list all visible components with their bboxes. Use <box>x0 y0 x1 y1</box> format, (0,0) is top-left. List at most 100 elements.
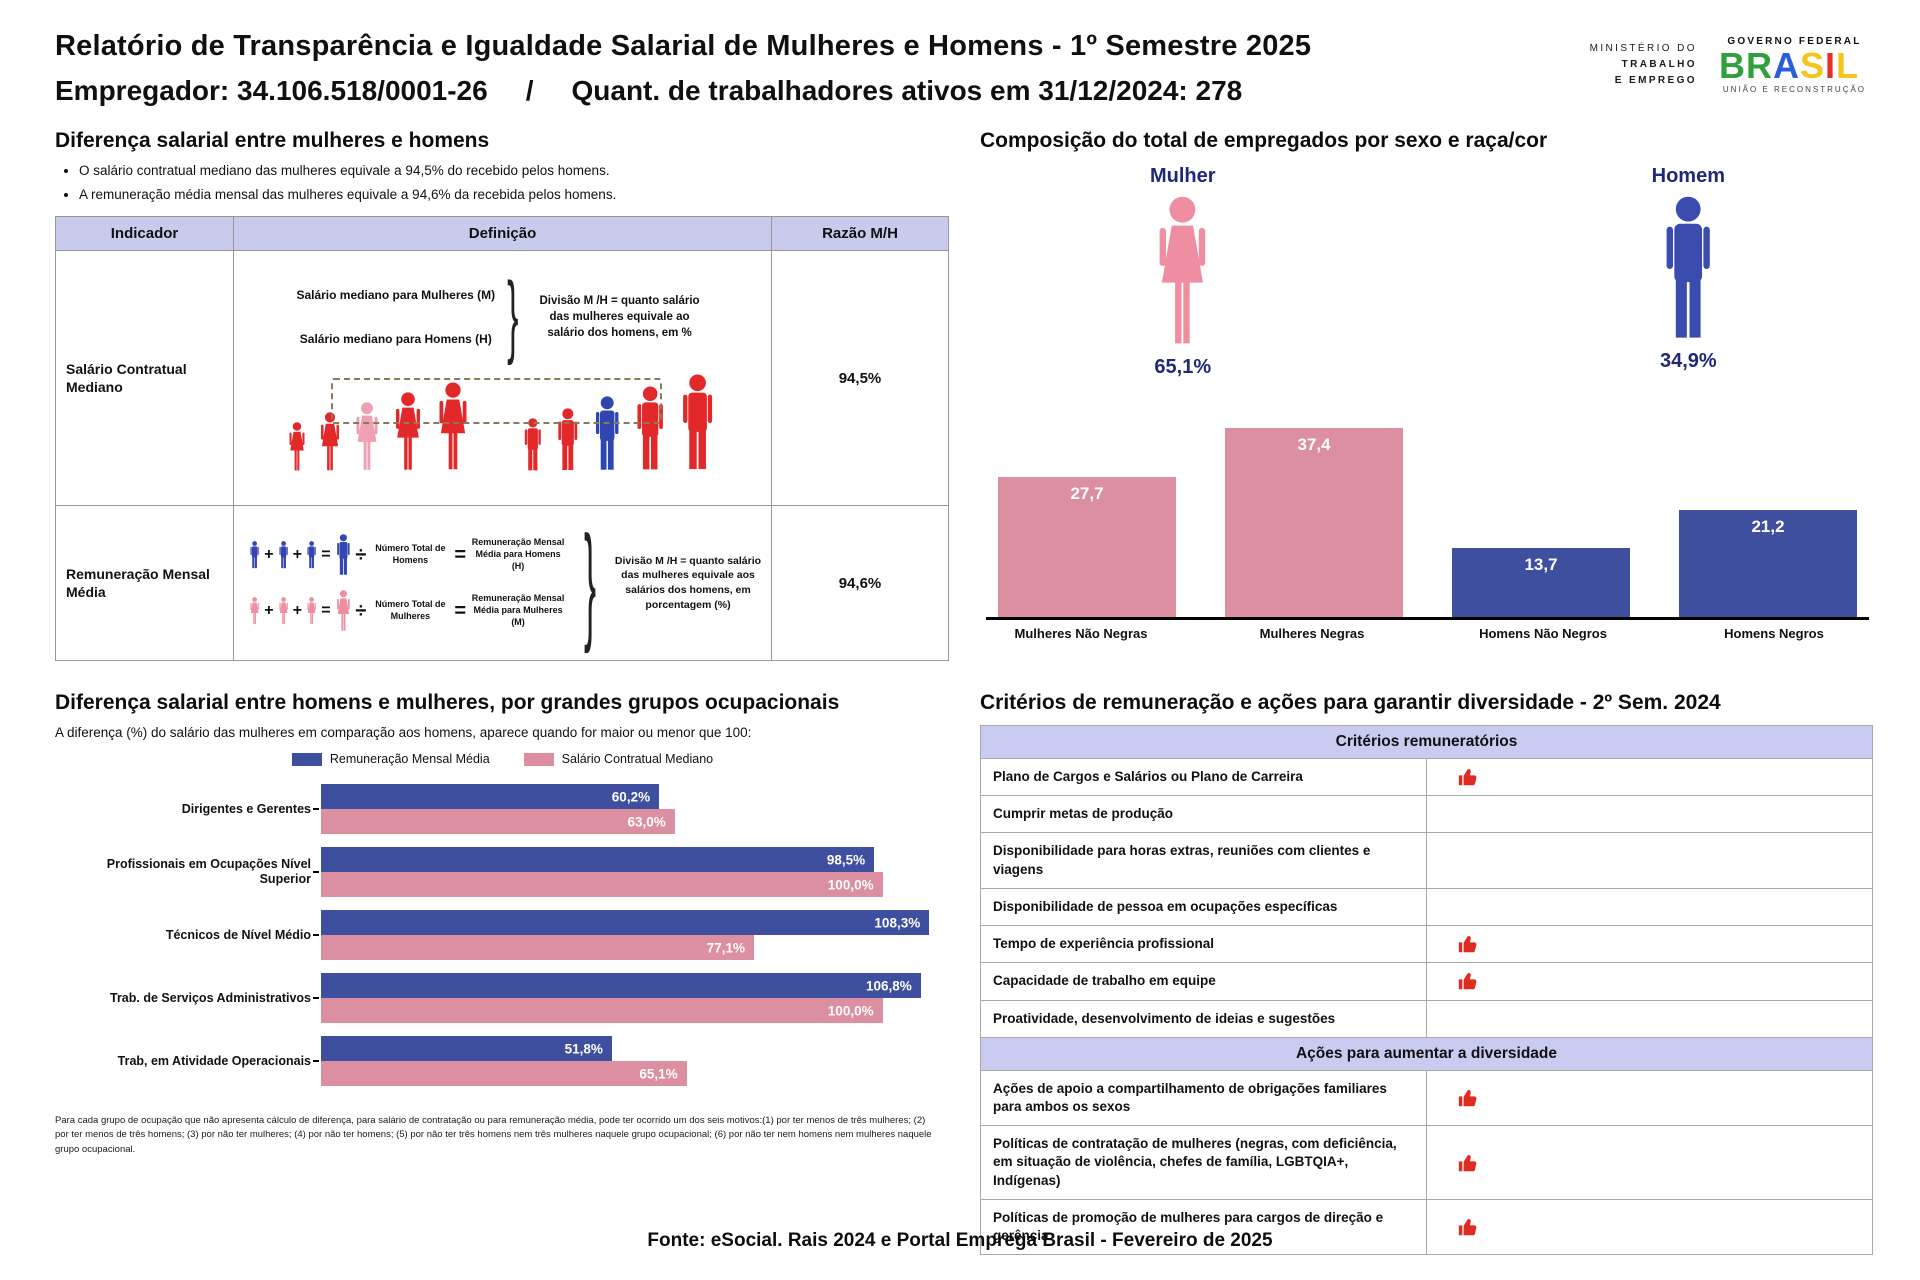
male-share-figure: Homem 34,9% <box>1652 165 1725 379</box>
criteria-label: Políticas de contratação de mulheres (ne… <box>980 1125 1427 1200</box>
bar-mensal: 108,3% <box>321 910 930 935</box>
occupation-label: Trab. de Serviços Administrativos <box>110 990 311 1005</box>
category-label: Homens Negros <box>1724 626 1824 641</box>
table-row-median: Salário Contratual Mediano Salário media… <box>55 250 949 506</box>
median-women-label: Salário mediano para Mulheres (M) <box>296 287 496 302</box>
male-icon <box>1666 196 1710 338</box>
criteria-flag-cell <box>1426 757 1873 797</box>
axis-tick <box>313 997 319 999</box>
bar-mulheres-negras: 37,4 <box>1225 428 1403 617</box>
criteria-row: Disponibilidade para horas extras, reuni… <box>980 832 1873 889</box>
ministry-line-2: TRABALHO <box>1621 58 1697 70</box>
report-source: Fonte: eSocial. Rais 2024 e Portal Empre… <box>647 1230 1273 1251</box>
salary-gap-section: Diferença salarial entre mulheres e home… <box>55 123 950 671</box>
male-percentage: 34,9% <box>1659 350 1717 372</box>
definition-mean-cell: + + = ÷ Número Total de Homens = Re <box>233 505 772 661</box>
criteria-row: Disponibilidade de pessoa em ocupações e… <box>980 887 1873 927</box>
axis-tick <box>313 808 319 810</box>
ratio-median-value: 94,5% <box>771 250 949 506</box>
occupation-group: Técnicos de Nível Médio 108,3% 77,1% <box>55 910 950 960</box>
bar-mediano: 100,0% <box>321 872 883 897</box>
report-body: Diferença salarial entre mulheres e home… <box>0 107 1920 1256</box>
legend-label: Salário Contratual Mediano <box>561 752 714 766</box>
axis-tick <box>313 934 319 936</box>
occupation-label: Técnicos de Nível Médio <box>165 927 311 942</box>
bar-value-label: 13,7 <box>1524 554 1558 574</box>
bar-homens-negros: 21,2 <box>1679 510 1857 617</box>
female-icon <box>289 422 305 471</box>
men-average-label: Remuneração Mensal Média para Homens (H) <box>471 537 565 571</box>
composition-section: Composição do total de empregados por se… <box>980 123 1875 671</box>
criteria-section: Critérios de remuneração e ações para ga… <box>980 671 1875 1256</box>
bar-value-label: 51,8% <box>564 1041 603 1056</box>
criteria-label: Disponibilidade de pessoa em ocupações e… <box>980 887 1427 927</box>
criteria-label: Plano de Cargos e Salários ou Plano de C… <box>980 757 1427 797</box>
male-label: Homem <box>1651 165 1725 187</box>
criteria-remuneration-header: Critérios remuneratórios <box>980 725 1873 759</box>
thumbs-up-icon <box>1458 1089 1477 1107</box>
page-title: Relatório de Transparência e Igualdade S… <box>55 30 1312 62</box>
criteria-flag-cell <box>1426 1069 1873 1127</box>
criteria-flag-cell <box>1426 962 1873 1001</box>
occupations-section: Diferença salarial entre homens e mulher… <box>55 671 950 1255</box>
criteria-row: Políticas de promoção de mulheres para c… <box>980 1198 1873 1256</box>
col-header-indicator: Indicador <box>55 216 234 251</box>
occupation-label: Dirigentes e Gerentes <box>181 801 311 816</box>
bar-homens-nao-negros: 13,7 <box>1452 547 1630 617</box>
bar-value-label: 98,5% <box>826 852 866 867</box>
bar-value-label: 106,8% <box>865 978 912 993</box>
col-header-definition: Definição <box>233 216 772 251</box>
female-percentage: 65,1% <box>1154 356 1212 378</box>
criteria-label: Ações de apoio a compartilhamento de obr… <box>980 1069 1427 1127</box>
gov-bottom-label: UNIÃO E RECONSTRUÇÃO <box>1722 84 1867 94</box>
male-icon <box>250 541 259 569</box>
thumbs-up-icon <box>1458 769 1477 786</box>
bar-mediano: 63,0% <box>321 809 675 834</box>
occupations-footnote: Para cada grupo de ocupação que não apre… <box>55 1115 932 1155</box>
men-average-equation: + + = ÷ Número Total de Homens = Re <box>249 534 566 576</box>
indicator-mean-label: Remuneração Mensal Média <box>55 505 234 661</box>
bar-mensal: 51,8% <box>321 1036 612 1061</box>
legend-swatch-pink <box>523 752 554 766</box>
category-label: Mulheres Não Negras <box>1014 626 1148 641</box>
bar-value-label: 108,3% <box>874 915 921 930</box>
criteria-row: Plano de Cargos e Salários ou Plano de C… <box>980 757 1873 797</box>
bar-value-label: 65,1% <box>639 1066 678 1081</box>
bar-value-label: 37,4 <box>1297 435 1331 455</box>
composition-heading: Composição do total de empregados por se… <box>980 129 1548 152</box>
women-total-label: Número Total de Mulheres <box>375 599 446 621</box>
bar-value-label: 60,2% <box>611 789 651 804</box>
population-pictogram <box>235 360 770 480</box>
brace-glyph: } <box>507 264 519 367</box>
bar-value-label: 100,0% <box>827 1003 874 1018</box>
median-definition-note: Divisão M /H = quanto salário das mulher… <box>539 294 700 340</box>
criteria-label: Políticas de promoção de mulheres para c… <box>980 1198 1427 1256</box>
ministry-logo: MINISTÉRIO DO TRABALHO E EMPREGO <box>1590 41 1697 89</box>
occupation-group: Dirigentes e Gerentes 60,2% 63,0% <box>55 784 950 834</box>
occupation-group: Trab, em Atividade Operacionais 51,8% 65… <box>55 1036 950 1086</box>
brace-glyph: } <box>584 507 597 655</box>
active-workers-count: Quant. de trabalhadores ativos em 31/12/… <box>571 75 1243 106</box>
bullet-median-salary: O salário contratual mediano das mulhere… <box>79 163 950 178</box>
mean-definition-note: Divisão M /H = quanto salário das mulher… <box>614 554 762 611</box>
thumbs-up-icon <box>1458 1154 1477 1171</box>
criteria-flag-cell <box>1426 925 1873 964</box>
report-header: Relatório de Transparência e Igualdade S… <box>0 0 1920 107</box>
bar-mulheres-nao-negras: 27,7 <box>998 477 1176 617</box>
subline-separator: / <box>525 75 534 106</box>
male-icon <box>278 541 288 569</box>
female-icon <box>1159 196 1206 344</box>
category-label: Mulheres Negras <box>1259 626 1365 641</box>
male-icon <box>307 541 316 569</box>
indicator-table: Indicador Definição Razão M/H Salário Co… <box>55 216 949 661</box>
criteria-label: Capacidade de trabalho em equipe <box>980 962 1427 1001</box>
criteria-row: Cumprir metas de produção <box>980 795 1873 834</box>
salary-gap-heading: Diferença salarial entre mulheres e home… <box>55 129 490 152</box>
gov-federal-logo: GOVERNO FEDERAL BRASIL UNIÃO E RECONSTRU… <box>1719 36 1870 94</box>
criteria-label: Cumprir metas de produção <box>980 795 1427 834</box>
bar-value-label: 27,7 <box>1070 484 1104 504</box>
criteria-flag-cell <box>1426 1125 1873 1200</box>
gov-top-label: GOVERNO FEDERAL <box>1727 36 1862 47</box>
bar-mediano: 65,1% <box>321 1061 687 1086</box>
indicator-median-label: Salário Contratual Mediano <box>55 250 234 506</box>
